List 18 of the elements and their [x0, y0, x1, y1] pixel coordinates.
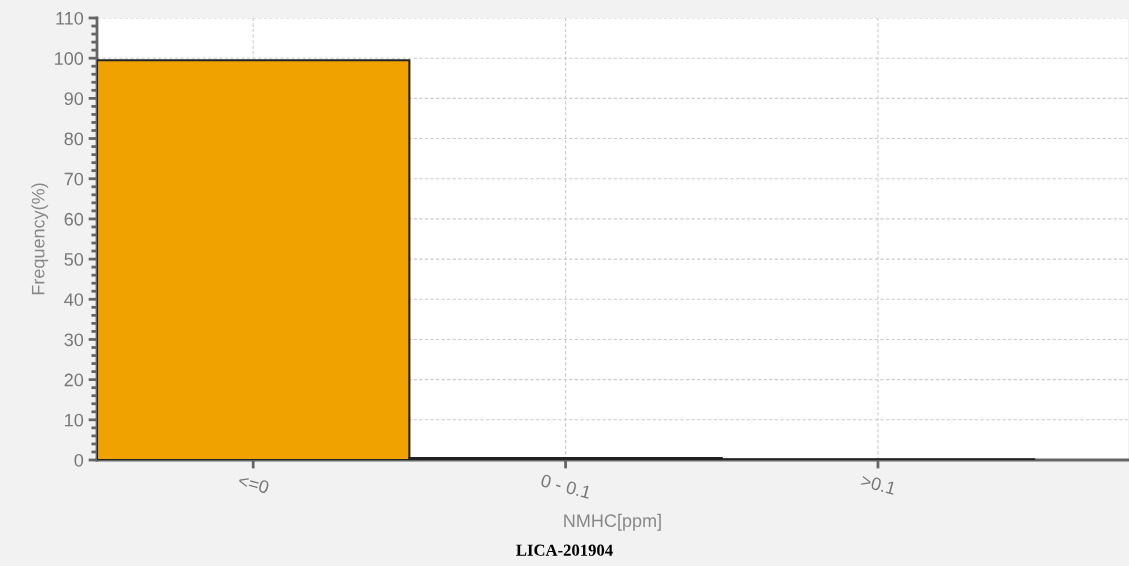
- y-tick-label: 70: [64, 172, 84, 186]
- y-axis-title: Frequency(%): [31, 183, 49, 295]
- x-tick-label: >0.1: [860, 473, 897, 495]
- y-tick-label: 0: [74, 453, 84, 467]
- y-tick-label: 10: [65, 413, 84, 427]
- x-axis-title: NMHC[ppm]: [564, 513, 661, 531]
- y-tick-label: 90: [64, 92, 84, 106]
- y-tick-label: 60: [64, 212, 84, 226]
- text: LICA-201904: [516, 544, 613, 556]
- y-tick-label: 30: [64, 333, 84, 347]
- y-tick-label: 20: [64, 373, 84, 387]
- y-tick-label: 110: [56, 11, 84, 25]
- y-tick-label: 100: [55, 52, 84, 65]
- y-tick-label: 50: [64, 253, 84, 266]
- y-tick-label: 40: [64, 293, 84, 306]
- x-tick-label: <=0: [237, 473, 270, 494]
- y-tick-label: 80: [64, 132, 84, 146]
- x-tick-label: 0 - 0.1: [540, 473, 592, 500]
